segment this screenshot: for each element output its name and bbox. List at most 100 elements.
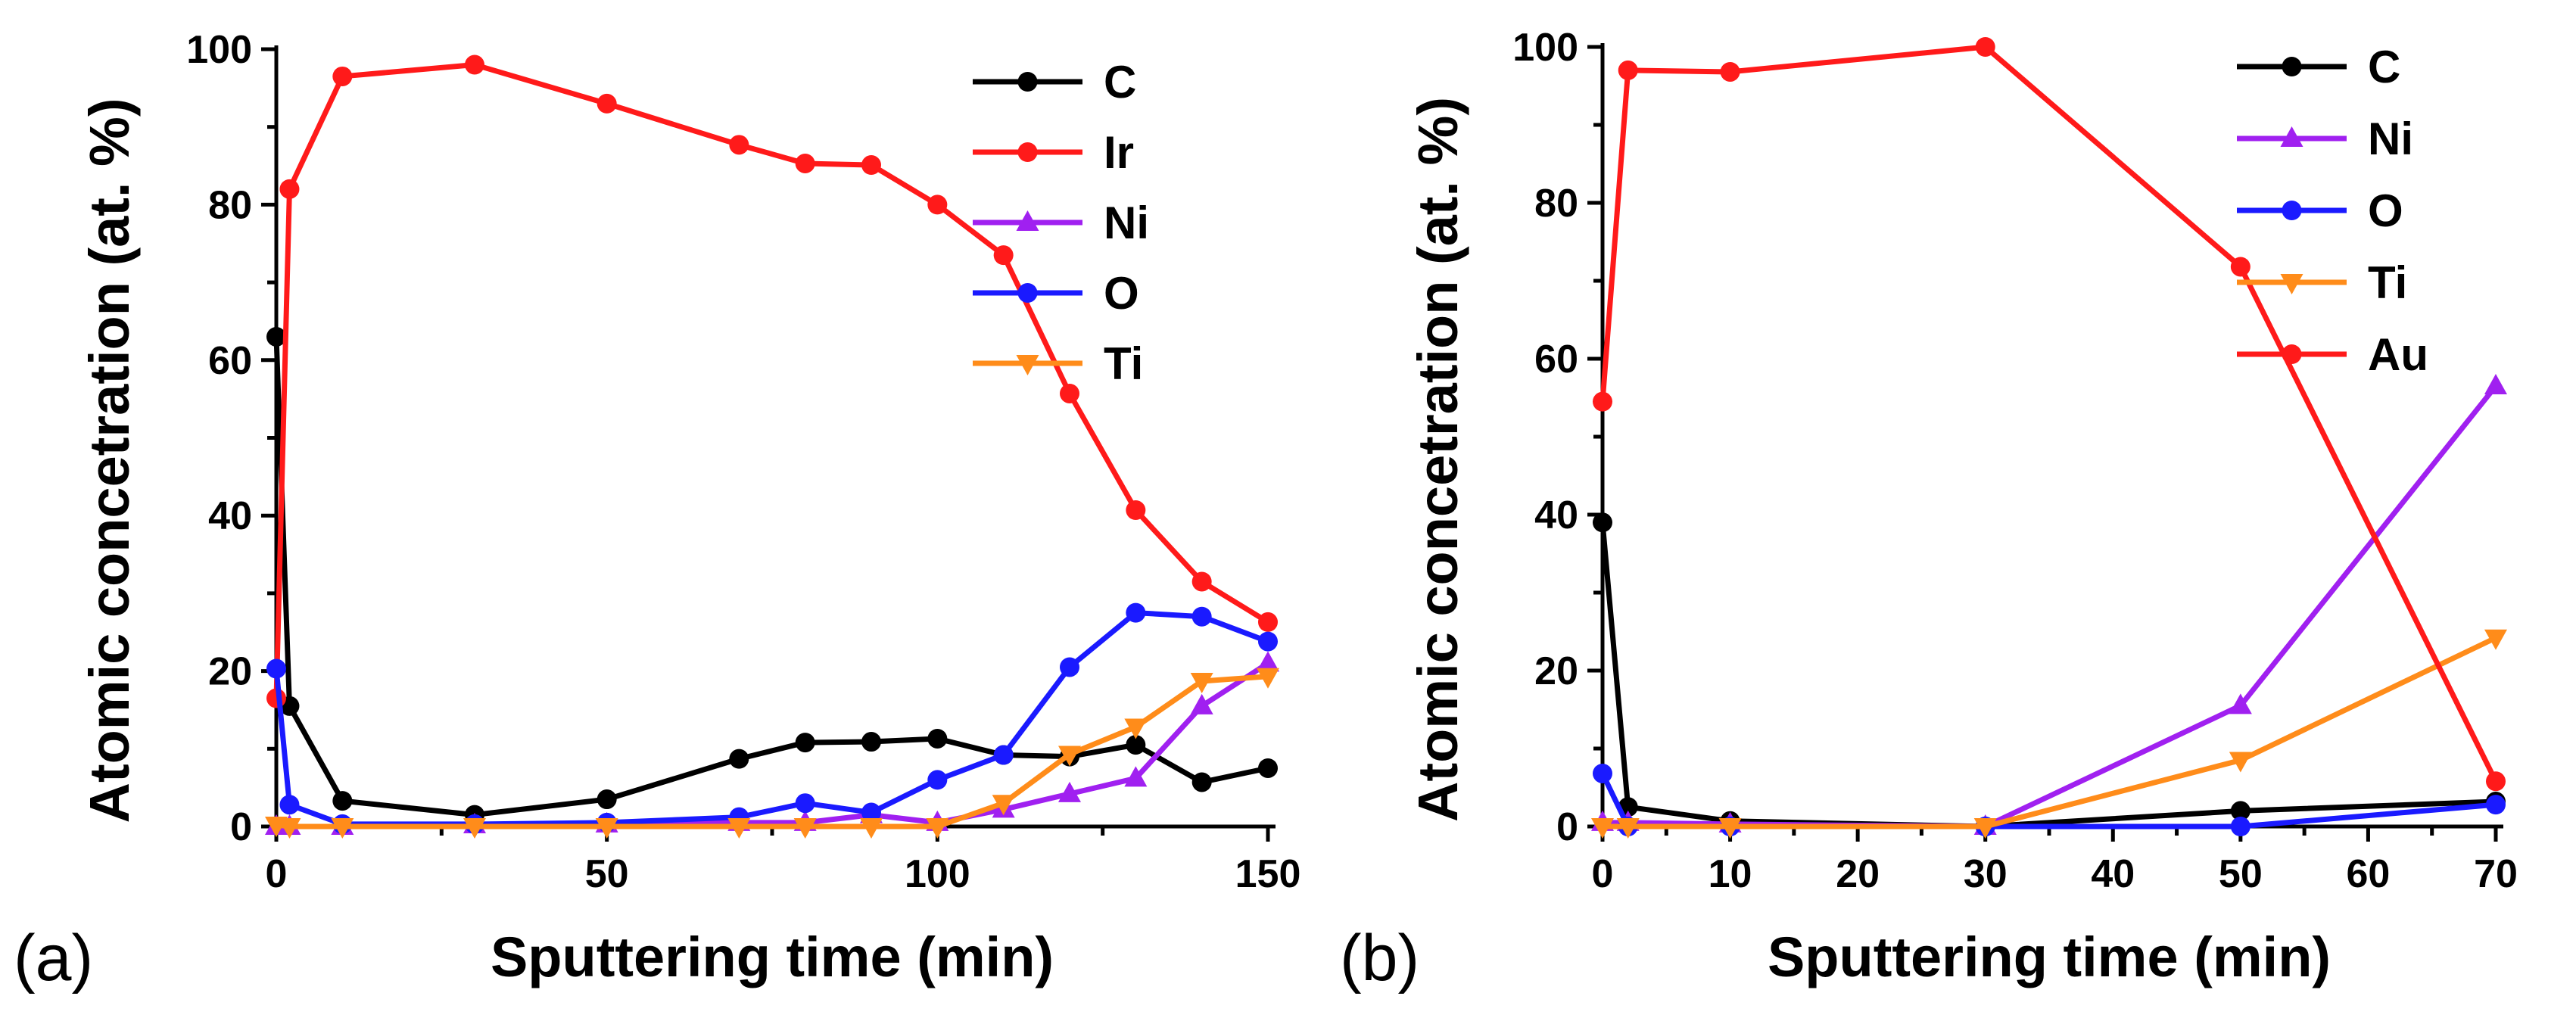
panel-b-y-tick-label: 60 <box>1534 338 1578 381</box>
panel-a-series-o-point <box>993 745 1014 765</box>
panel-b-x-tick-label: 30 <box>1964 852 2008 896</box>
panel-b-x-tick-label: 70 <box>2474 852 2518 896</box>
panel-b-series-au-point <box>1720 61 1740 82</box>
panel-a-series-ni-point <box>1124 766 1148 787</box>
panel-a-series-o-point <box>1258 631 1278 652</box>
panel-a-series-ni-point <box>1190 693 1213 714</box>
panel-a-y-tick-label: 60 <box>208 339 252 383</box>
panel-a-series-ti <box>265 668 1279 839</box>
panel-a-series-ti-point <box>595 818 618 839</box>
panel-a-series-ti-point <box>860 818 883 839</box>
panel-b-series-au-point <box>1593 391 1612 412</box>
panel-a-y-tick-label: 20 <box>208 650 252 694</box>
panel-b-series-ti-point <box>1616 818 1640 839</box>
panel-a-series-ir-point <box>993 245 1014 266</box>
panel-a-series-c-point <box>729 749 749 769</box>
panel-a-legend-marker <box>1017 283 1038 303</box>
panel-a-legend: C Ir Ni O Ti <box>973 57 1149 389</box>
panel-a-legend-marker <box>1016 355 1039 375</box>
panel-a-x-axis-title: Sputtering time (min) <box>491 926 1054 988</box>
panel-a-series-c <box>266 326 1278 825</box>
panel-a-series-ti-point <box>1257 668 1279 689</box>
panel-b-series-ni-line <box>1603 384 2498 830</box>
panel-b-series-ti <box>1591 629 2507 839</box>
panel-a-series-ir-point <box>861 155 881 176</box>
panel-a-series-c-point <box>795 733 815 753</box>
panel-b-series-o-point <box>2486 795 2506 815</box>
panel-b-x-axis-title: Sputtering time (min) <box>1768 926 2331 988</box>
panel-a-series-ir-point <box>279 179 300 199</box>
panel-a-chart: 0 50 100 150 0 20 40 60 80 100 Sputtering time (mi… <box>14 28 1300 995</box>
panel-b-series-au-point <box>1618 60 1638 80</box>
panel-a-x-tick-label: 50 <box>585 852 629 896</box>
panel-a-series-ti-point <box>1058 746 1081 767</box>
panel-a-legend-item-c: C <box>973 57 1136 107</box>
panel-a-series-ir <box>266 54 1278 708</box>
panel-b-y-axis-title: Atomic concetration (at. %) <box>1406 97 1469 822</box>
panel-a-series-c-point <box>266 326 286 347</box>
panel-b-y-tick-label: 20 <box>1534 649 1578 693</box>
panel-b-y-tick-label: 80 <box>1534 182 1578 226</box>
panel-b-series-au-point <box>2486 771 2506 792</box>
panel-a-legend-label: Ti <box>1104 338 1143 389</box>
panel-a-legend-item-o: O <box>973 268 1139 319</box>
panel-b-legend-label: O <box>2368 185 2403 236</box>
panel-a-y-axis-title: Atomic concetration (at. %) <box>78 98 141 823</box>
panel-b-legend-label: Ti <box>2368 257 2407 308</box>
panel-a-series-ni-point <box>1257 651 1279 672</box>
panel-b-legend-marker <box>2280 274 2303 294</box>
panel-a-legend-label: Ir <box>1104 127 1134 178</box>
panel-b-x-tick-label: 0 <box>1592 852 1614 896</box>
panel-b-series-ti-point <box>1718 818 1742 839</box>
panel-a-series-o-point <box>266 658 286 679</box>
panel-b-series-ni-point <box>2484 374 2507 395</box>
panel-b-series-ni <box>1591 374 2507 835</box>
panel-b-y-tick-label: 40 <box>1534 493 1578 537</box>
panel-a-series-ni-line <box>276 661 1269 830</box>
panel-a-series-ir-point <box>332 66 353 86</box>
panel-a-series-c-point <box>1191 772 1212 792</box>
panel-b-legend-item-c: C <box>2237 42 2400 92</box>
panel-a-series-c-point <box>1126 735 1146 755</box>
panel-b-series-ti-point <box>2484 629 2507 650</box>
panel-b-legend-marker <box>2282 344 2302 364</box>
panel-b-series-au-line <box>1599 44 2499 783</box>
panel-a-series-ti-point <box>1190 672 1213 693</box>
panel-b-series-c-line <box>1599 521 2497 830</box>
panel-a-legend-label: Ni <box>1104 198 1149 248</box>
panel-b-series-ni-point <box>2229 693 2252 714</box>
panel-a-series-ti-point <box>278 818 301 839</box>
panel-a-label: (a) <box>14 922 93 995</box>
panel-a-series-ti-line <box>276 674 1269 830</box>
panel-a-series-ti-point <box>1124 718 1148 739</box>
panel-b-series-au-point <box>2230 257 2250 277</box>
panel-a-series-ni-point <box>1058 781 1081 802</box>
panel-a-series-ti-point <box>793 818 817 839</box>
panel-b-y-tick-label: 100 <box>1512 26 1578 70</box>
panel-a-series-ir-point <box>729 135 749 155</box>
panel-b-legend-item-ti: Ti <box>2237 257 2407 308</box>
panel-a-series-c-point <box>332 791 353 811</box>
panel-b-x-tick-label: 10 <box>1709 852 1752 896</box>
panel-a-series-o-line <box>273 610 1269 827</box>
panel-a-series-ir-point <box>795 153 815 173</box>
panel-a-series-ir-point <box>927 195 948 215</box>
panel-a-legend-marker <box>1016 210 1039 231</box>
panel-a-x-tick-label: 100 <box>905 852 970 896</box>
panel-a-series-ir-point <box>1060 383 1079 403</box>
panel-b-x-tick-label: 20 <box>1836 852 1880 896</box>
panel-a-series-ti-point <box>727 818 751 839</box>
panel-a-series-ir-point <box>1258 612 1278 632</box>
panel-b-series-ti-point <box>1973 818 1997 839</box>
panel-a-series-ir-point <box>465 54 484 75</box>
panel-b-legend-marker <box>2282 57 2302 76</box>
panel-a-series-ir-point <box>1191 571 1212 592</box>
panel-a-series-c-point <box>1258 758 1278 778</box>
panel-a-series-c-point <box>596 789 617 810</box>
panel-b-legend-marker <box>2282 201 2302 220</box>
panel-a-legend-marker <box>1017 142 1038 162</box>
panel-a-legend-marker <box>1017 72 1038 92</box>
panel-b-x-tick-label: 60 <box>2347 852 2391 896</box>
panel-a-legend-label: C <box>1104 57 1136 107</box>
